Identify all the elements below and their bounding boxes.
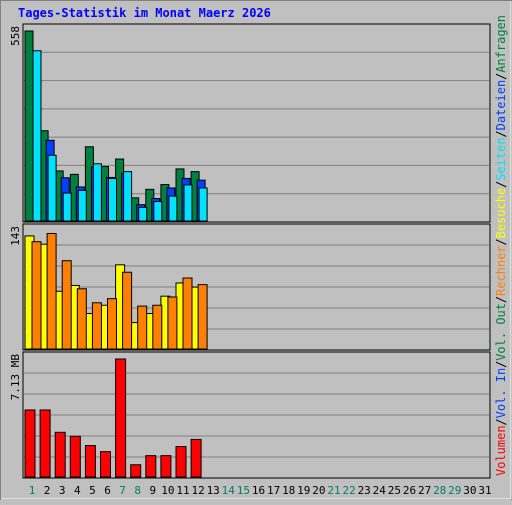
- bar-rechner-day-4: [76, 288, 87, 350]
- day-label-22: 22: [342, 484, 355, 497]
- bar-volumen-day-10: [160, 455, 172, 478]
- day-label-8: 8: [134, 484, 141, 497]
- day-labels: 1 2 3 4 5 6 7 8 9 10 11 12 13 14 15 16 17 18 19 20 21 22 23 24 2…: [29, 484, 492, 497]
- bar-seiten-day-6: [108, 177, 117, 222]
- axis-max-label: 7.13 MB: [9, 354, 22, 401]
- day-label-25: 25: [388, 484, 401, 497]
- bar-volumen-day-9: [145, 455, 157, 478]
- bar-rechner-day-5: [91, 302, 102, 350]
- legend-separator: /: [494, 361, 508, 368]
- legend-separator: /: [494, 130, 508, 137]
- bar-seiten-day-12: [198, 187, 208, 222]
- day-label-24: 24: [373, 484, 387, 497]
- bar-seiten-day-1: [32, 50, 42, 222]
- bar-volumen-day-2: [39, 409, 51, 478]
- bar-seiten-day-9: [153, 201, 163, 222]
- bar-seiten-day-4: [77, 189, 87, 222]
- day-label-23: 23: [358, 484, 371, 497]
- bar-volumen-day-3: [54, 431, 66, 478]
- bar-rechner-day-3: [61, 260, 72, 350]
- bar-rechner-day-6: [107, 298, 117, 350]
- legend-besuche: Besuche: [494, 188, 508, 239]
- legend-volumen: Volumen: [494, 425, 508, 476]
- day-label-7: 7: [119, 484, 126, 497]
- day-label-6: 6: [104, 484, 111, 497]
- panel-visits: 143: [9, 223, 491, 351]
- day-label-31: 31: [478, 484, 491, 497]
- legend-rechner: Rechner: [494, 245, 508, 296]
- legend-vol-in: Vol. In: [494, 368, 508, 419]
- bar-volumen-day-11: [175, 446, 187, 478]
- day-label-11: 11: [176, 484, 189, 497]
- day-label-20: 20: [312, 484, 325, 497]
- bar-volumen-day-1: [24, 409, 36, 478]
- day-label-14: 14: [222, 484, 236, 497]
- day-label-29: 29: [448, 484, 461, 497]
- day-label-13: 13: [207, 484, 220, 497]
- bar-seiten-day-3: [62, 192, 72, 222]
- bar-rechner-day-7: [122, 271, 133, 350]
- day-label-27: 27: [418, 484, 431, 497]
- axis-max-label: 558: [9, 26, 22, 46]
- bar-rechner-day-2: [46, 232, 57, 350]
- day-label-18: 18: [282, 484, 295, 497]
- day-label-1: 1: [29, 484, 36, 497]
- bar-anfragen-day-1: [24, 30, 34, 222]
- day-label-16: 16: [252, 484, 265, 497]
- day-label-2: 2: [44, 484, 51, 497]
- bar-rechner-day-11: [182, 277, 193, 350]
- legend-separator: /: [494, 181, 508, 188]
- day-label-28: 28: [433, 484, 446, 497]
- day-label-10: 10: [161, 484, 174, 497]
- panel-volume: 7.13 MB: [9, 351, 491, 479]
- bar-rechner-day-9: [152, 304, 163, 350]
- bar-seiten-day-8: [138, 206, 148, 222]
- bar-rechner-day-1: [31, 241, 42, 350]
- legend-dateien: Dateien: [494, 80, 508, 131]
- bar-seiten-day-7: [123, 171, 133, 222]
- bar-rechner-day-12: [197, 284, 208, 350]
- day-label-15: 15: [237, 484, 250, 497]
- bar-rechner-day-10: [167, 296, 178, 350]
- day-label-17: 17: [267, 484, 280, 497]
- day-label-12: 12: [191, 484, 204, 497]
- bar-seiten-day-10: [168, 195, 178, 222]
- bar-seiten-day-2: [47, 154, 57, 222]
- bar-volumen-day-8: [130, 464, 142, 478]
- bar-volumen-day-12: [190, 438, 202, 478]
- day-label-30: 30: [463, 484, 476, 497]
- bar-rechner-day-8: [137, 305, 148, 350]
- chart-title: Tages-Statistik im Monat Maerz 2026: [18, 6, 271, 20]
- day-label-5: 5: [89, 484, 96, 497]
- legend-separator: /: [494, 418, 508, 425]
- day-label-4: 4: [74, 484, 81, 497]
- bar-seiten-day-11: [183, 184, 193, 222]
- bar-volumen-day-4: [69, 435, 81, 478]
- right-legend: Volumen/Vol. In/Vol. Out/Rechner/Besuche…: [494, 15, 508, 476]
- legend-vol-out: Vol. Out: [494, 303, 508, 361]
- day-label-26: 26: [403, 484, 416, 497]
- bar-seiten-day-5: [92, 163, 102, 222]
- legend-anfragen: Anfragen: [494, 15, 508, 73]
- axis-max-label: 143: [9, 226, 22, 246]
- legend-separator: /: [494, 238, 508, 245]
- bar-volumen-day-7: [115, 358, 127, 478]
- bar-volumen-day-5: [84, 445, 96, 478]
- day-label-21: 21: [327, 484, 340, 497]
- legend-separator: /: [494, 296, 508, 303]
- legend-separator: /: [494, 73, 508, 80]
- legend-seiten: Seiten: [494, 137, 508, 180]
- day-label-9: 9: [149, 484, 156, 497]
- day-label-3: 3: [59, 484, 66, 497]
- day-label-19: 19: [297, 484, 310, 497]
- panel-requests: 558: [9, 23, 491, 223]
- bar-volumen-day-6: [100, 451, 111, 478]
